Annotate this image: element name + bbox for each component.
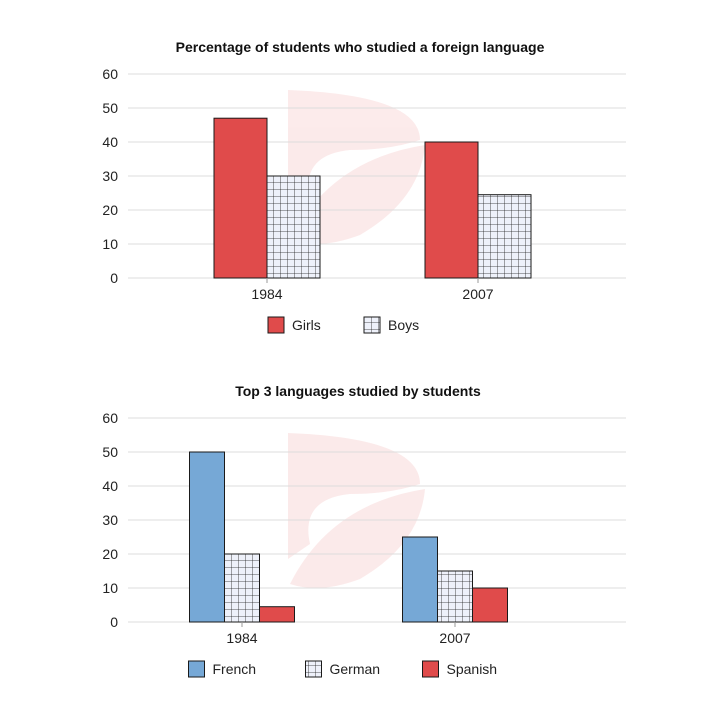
y-tick-label: 10: [102, 580, 118, 596]
chart-1-gridlines: [128, 73, 626, 279]
bar-girls-1984: [213, 117, 268, 279]
x-tick-label: 2007: [462, 286, 493, 302]
x-tick-label: 1984: [226, 630, 257, 646]
legend-swatch-german: [305, 660, 322, 678]
bar-spanish-1984: [259, 606, 295, 623]
chart-2-title: Top 3 languages studied by students: [235, 383, 481, 399]
chart-2-bars: [189, 451, 508, 623]
legend-label-girls: Girls: [292, 317, 321, 333]
chart-2-y-axis: 0 10 20 30 40 50 60: [102, 410, 118, 630]
y-tick-label: 30: [102, 512, 118, 528]
y-tick-label: 20: [102, 202, 118, 218]
legend-label-german: German: [330, 661, 381, 677]
bar-french-2007: [402, 536, 438, 623]
y-tick-label: 60: [102, 410, 118, 426]
bar-girls-2007: [424, 141, 479, 279]
chart-2-x-axis: 1984 2007: [226, 622, 471, 646]
bar-german-1984: [224, 553, 260, 623]
chart-1-group: Percentage of students who studied a for…: [102, 39, 626, 334]
chart-2-legend: French German Spanish: [188, 660, 498, 678]
legend-swatch-french: [188, 660, 205, 678]
y-tick-label: 50: [102, 100, 118, 116]
bar-german-2007: [437, 570, 473, 623]
y-tick-label: 40: [102, 478, 118, 494]
chart-1-title: Percentage of students who studied a for…: [176, 39, 545, 55]
y-tick-label: 0: [110, 614, 118, 630]
legend-label-boys: Boys: [388, 317, 419, 333]
chart-1-y-axis: 0 10 20 30 40 50 60: [102, 66, 118, 286]
bar-spanish-2007: [472, 587, 508, 623]
x-tick-label: 1984: [251, 286, 282, 302]
watermark-logo: [288, 90, 425, 588]
y-tick-label: 60: [102, 66, 118, 82]
bar-boys-2007: [477, 194, 532, 279]
bar-french-1984: [189, 451, 225, 623]
chart-2-group: Top 3 languages studied by students 0 10 2…: [102, 383, 626, 678]
chart-1-x-axis: 1984 2007: [251, 278, 494, 302]
legend-label-french: French: [213, 661, 257, 677]
bar-boys-1984: [266, 175, 321, 279]
legend-swatch-spanish: [422, 660, 439, 678]
y-tick-label: 20: [102, 546, 118, 562]
legend-label-spanish: Spanish: [447, 661, 498, 677]
chart-1-legend: Girls Boys: [267, 316, 419, 334]
y-tick-label: 0: [110, 270, 118, 286]
legend-swatch-boys: [363, 316, 381, 334]
y-tick-label: 50: [102, 444, 118, 460]
y-tick-label: 10: [102, 236, 118, 252]
chart-1-bars: [213, 117, 532, 279]
y-tick-label: 30: [102, 168, 118, 184]
y-tick-label: 40: [102, 134, 118, 150]
legend-swatch-girls: [267, 316, 285, 334]
x-tick-label: 2007: [439, 630, 470, 646]
